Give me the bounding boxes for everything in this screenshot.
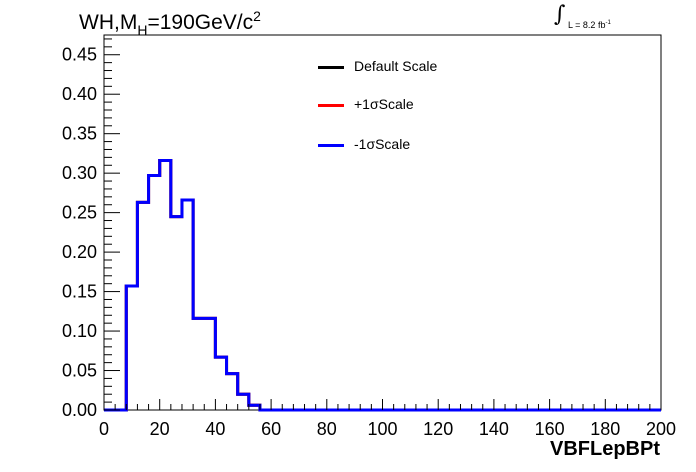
plot-frame — [103, 34, 662, 411]
y-tick-label: 0.35 — [62, 124, 97, 144]
y-tick-label: 0.30 — [62, 163, 97, 183]
title-main: WH,M — [79, 11, 138, 34]
luminosity-superscript: -1 — [605, 20, 611, 26]
y-tick-label: 0.00 — [62, 400, 97, 420]
legend-swatch-minus1sigma — [318, 144, 344, 147]
y-tick-label: 0.15 — [62, 282, 97, 302]
y-tick-label: 0.25 — [62, 203, 97, 223]
axis-layer: 0 20 40 60 80 100 120 140 160 180 200 0.00 0.05 0.10 0… — [62, 38, 676, 439]
x-tick-label: 160 — [535, 419, 565, 439]
chart-title: WH,MH=190GeV/c2 — [79, 8, 261, 38]
x-tick-label: 0 — [99, 419, 109, 439]
x-tick-label: 140 — [479, 419, 509, 439]
y-tick-label: 0.40 — [62, 84, 97, 104]
series-line-default — [104, 159, 661, 412]
legend-label-default: Default Scale — [354, 58, 438, 74]
series-line-plus1sigma — [104, 159, 661, 412]
legend-label-plus1sigma: +1σScale — [354, 96, 414, 112]
title-rest: =190GeV/c — [147, 11, 254, 34]
series-layer — [104, 159, 661, 412]
y-tick-label: 0.20 — [62, 242, 97, 262]
y-tick-label: 0.45 — [62, 45, 97, 65]
y-tick-label: 0.05 — [62, 361, 97, 381]
luminosity-text: L = 8.2 fb — [568, 20, 606, 30]
title-superscript: 2 — [253, 8, 261, 24]
legend-label-minus1sigma: -1σScale — [354, 136, 411, 152]
y-tick-label: 0.10 — [62, 321, 97, 341]
title-subscript: H — [137, 22, 148, 38]
legend-swatch-default — [318, 66, 344, 69]
x-tick-label: 100 — [367, 419, 397, 439]
series-line-minus1sigma — [104, 159, 661, 412]
x-axis-label: VBFLepBPt — [550, 438, 660, 460]
integral-symbol: ∫ — [554, 2, 566, 27]
x-tick-label: 40 — [205, 419, 225, 439]
x-tick-label: 60 — [261, 419, 281, 439]
x-tick-label: 180 — [590, 419, 620, 439]
x-tick-label: 80 — [317, 419, 337, 439]
x-tick-label: 200 — [646, 419, 676, 439]
legend-swatch-plus1sigma — [318, 104, 344, 107]
x-tick-label: 20 — [150, 419, 170, 439]
x-tick-label: 120 — [423, 419, 453, 439]
